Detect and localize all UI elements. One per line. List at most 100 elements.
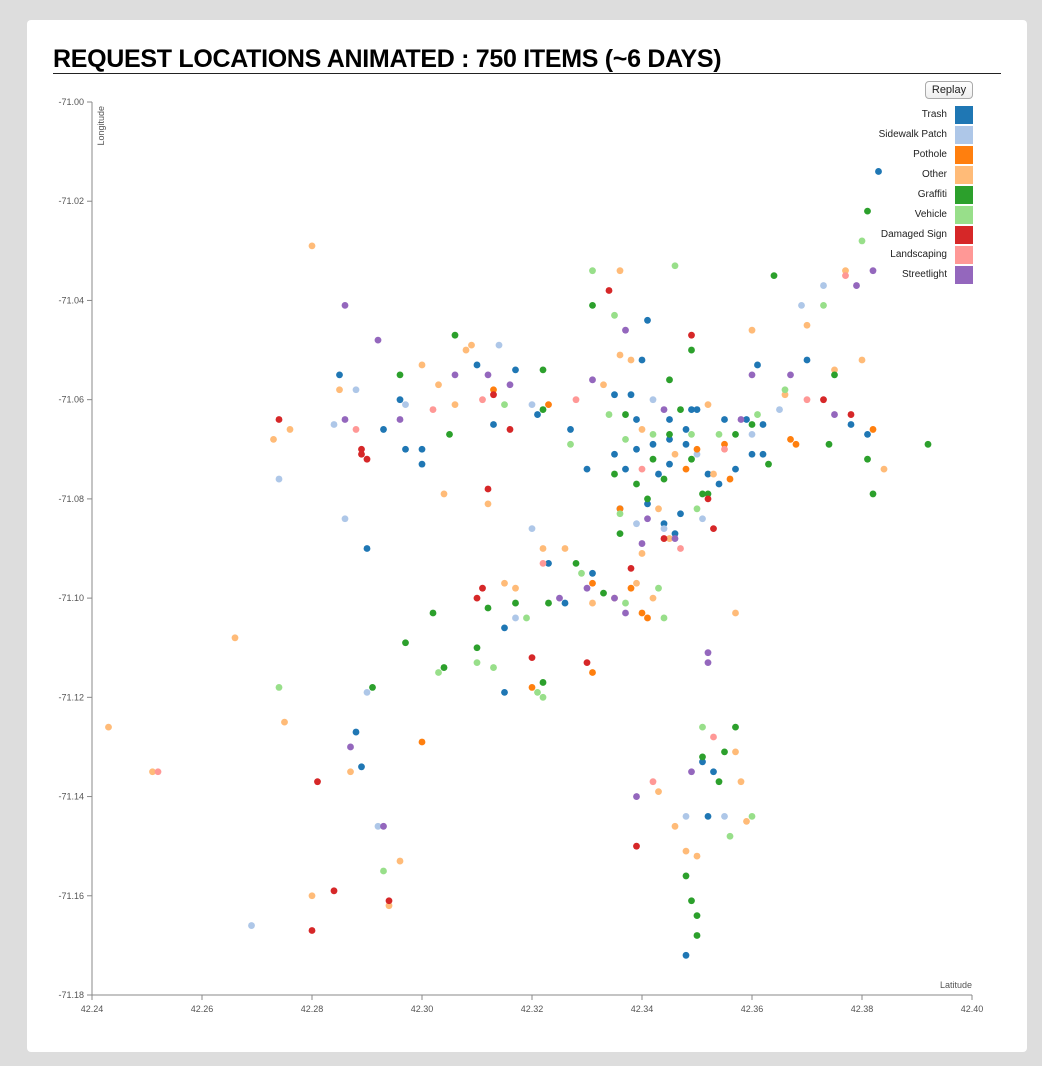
data-point bbox=[622, 465, 629, 473]
data-point bbox=[743, 416, 750, 423]
data-point bbox=[798, 302, 805, 309]
data-point bbox=[512, 366, 519, 374]
data-point bbox=[528, 684, 536, 691]
data-point bbox=[666, 435, 673, 443]
data-point bbox=[149, 768, 156, 776]
data-point bbox=[545, 559, 552, 567]
data-point bbox=[820, 396, 827, 404]
data-point bbox=[693, 445, 701, 453]
data-point bbox=[358, 445, 365, 453]
data-point bbox=[561, 599, 569, 607]
data-point bbox=[440, 664, 448, 671]
data-point bbox=[622, 609, 629, 617]
data-point bbox=[627, 564, 635, 572]
data-point bbox=[616, 351, 624, 359]
data-point bbox=[622, 411, 629, 418]
data-point bbox=[633, 793, 640, 800]
data-point bbox=[787, 435, 794, 443]
data-point bbox=[583, 465, 591, 473]
data-point bbox=[622, 326, 629, 334]
y-axis-title: Longitude bbox=[96, 106, 106, 146]
data-point bbox=[380, 867, 387, 875]
data-point bbox=[847, 411, 855, 418]
legend-label: Landscaping bbox=[890, 249, 947, 260]
data-point bbox=[688, 346, 695, 354]
y-tick-label: -71.12 bbox=[58, 692, 84, 702]
legend-swatch bbox=[955, 226, 973, 244]
data-point bbox=[655, 470, 662, 478]
data-point bbox=[671, 535, 679, 542]
data-point bbox=[858, 356, 866, 364]
data-point bbox=[616, 530, 624, 538]
series-trash bbox=[336, 168, 882, 959]
data-point bbox=[473, 644, 481, 652]
data-point bbox=[732, 430, 739, 438]
data-point bbox=[484, 371, 492, 379]
data-point bbox=[374, 822, 382, 830]
data-point bbox=[154, 768, 162, 776]
legend-swatch bbox=[955, 266, 973, 284]
data-point bbox=[721, 440, 728, 448]
data-point bbox=[589, 569, 596, 577]
data-point bbox=[666, 535, 673, 542]
legend-swatch bbox=[955, 206, 973, 224]
data-point bbox=[396, 371, 404, 379]
data-point bbox=[754, 411, 761, 418]
y-tick-label: -71.00 bbox=[58, 97, 84, 107]
legend-item: Landscaping bbox=[827, 246, 973, 266]
data-point bbox=[385, 902, 393, 910]
data-point bbox=[352, 386, 360, 394]
x-tick-label: 42.28 bbox=[301, 1004, 324, 1014]
data-point bbox=[688, 768, 695, 776]
data-point bbox=[864, 430, 871, 438]
data-point bbox=[616, 267, 624, 275]
data-point bbox=[248, 922, 255, 929]
y-tick-label: -71.14 bbox=[58, 792, 84, 802]
legend-item: Graffiti bbox=[827, 186, 973, 206]
data-point bbox=[781, 391, 789, 399]
series-landscaping bbox=[154, 272, 849, 786]
data-point bbox=[715, 480, 723, 488]
data-point bbox=[759, 421, 767, 428]
data-point bbox=[435, 381, 442, 389]
data-point bbox=[644, 316, 651, 324]
legend-item: Pothole bbox=[827, 146, 973, 166]
data-point bbox=[484, 500, 492, 508]
data-point bbox=[682, 951, 690, 959]
data-point bbox=[732, 465, 739, 473]
data-point bbox=[699, 515, 706, 523]
data-point bbox=[512, 599, 519, 607]
data-point bbox=[781, 386, 789, 394]
data-point bbox=[462, 346, 470, 354]
data-point bbox=[693, 852, 701, 860]
legend-swatch bbox=[955, 166, 973, 184]
y-tick-label: -71.10 bbox=[58, 593, 84, 603]
x-axis-title: Latitude bbox=[940, 980, 972, 990]
data-point bbox=[539, 406, 547, 413]
data-point bbox=[693, 912, 701, 920]
replay-button[interactable]: Replay bbox=[925, 81, 973, 99]
series-graffiti bbox=[369, 207, 932, 939]
data-point bbox=[732, 609, 739, 617]
data-point bbox=[633, 842, 640, 850]
data-point bbox=[748, 371, 756, 379]
data-point bbox=[501, 579, 508, 587]
data-point bbox=[820, 282, 827, 289]
data-point bbox=[231, 634, 239, 642]
data-point bbox=[693, 450, 701, 458]
data-point bbox=[649, 396, 657, 404]
data-point bbox=[748, 421, 756, 428]
data-point bbox=[396, 416, 404, 423]
data-point bbox=[622, 599, 629, 607]
data-point bbox=[561, 545, 569, 552]
data-point bbox=[644, 500, 651, 508]
data-point bbox=[473, 361, 481, 369]
data-point bbox=[534, 688, 541, 696]
data-point bbox=[682, 426, 690, 433]
data-point bbox=[308, 927, 316, 934]
data-point bbox=[418, 361, 426, 369]
data-point bbox=[358, 450, 365, 458]
data-point bbox=[418, 460, 426, 468]
data-point bbox=[341, 416, 349, 423]
data-point bbox=[704, 813, 712, 820]
